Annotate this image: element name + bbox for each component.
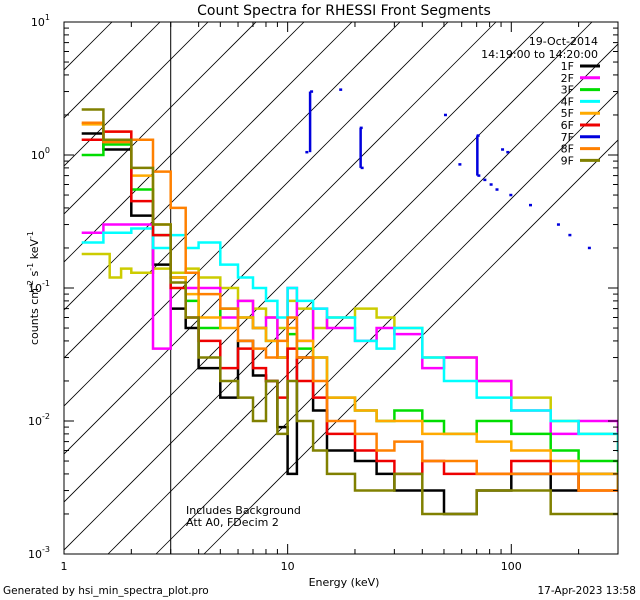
hatch-line: [64, 22, 209, 167]
legend-label-9F: 9F: [561, 154, 574, 167]
hatched-region: [64, 22, 618, 554]
chart-title: Count Spectra for RHESSI Front Segments: [197, 3, 491, 19]
y-tick-exp: 1: [45, 13, 50, 22]
hatch-line: [64, 22, 593, 551]
legend-header: 19-Oct-2014 14:19:00 to 14:20:00: [481, 35, 598, 61]
y-tick-label: 101: [31, 13, 50, 29]
y-label-exp2: -1: [26, 263, 35, 271]
y-tick-base: 10: [28, 415, 42, 428]
series-8F-line: [81, 121, 618, 492]
legend-label-4F: 4F: [561, 95, 574, 108]
series-4F-line: [81, 227, 618, 452]
series-1F-line: [81, 132, 618, 516]
hatch-line: [64, 22, 545, 503]
y-label-base: counts cm: [28, 288, 41, 345]
series-6F-line: [81, 130, 618, 492]
hatch-line: [64, 22, 257, 215]
footer-generated-by: Generated by hsi_min_spectra_plot.pro: [3, 585, 209, 597]
y-tick-base: 10: [31, 149, 45, 162]
hatch-line: [155, 91, 618, 554]
y-tick-base: 10: [28, 282, 42, 295]
legend-time-range: 14:19:00 to 14:20:00: [481, 48, 598, 61]
y-tick-label: 10-2: [28, 412, 50, 428]
legend-label-5F: 5F: [561, 107, 574, 120]
y-tick-exp: -1: [42, 279, 50, 288]
x-tick-label: 100: [501, 560, 522, 573]
legend-label-3F: 3F: [561, 84, 574, 97]
hatch-line: [64, 22, 113, 71]
annotation-background: Includes Background: [186, 504, 301, 517]
y-tick-exp: -3: [42, 545, 50, 554]
y-tick-base: 10: [31, 16, 45, 29]
legend-label-6F: 6F: [561, 119, 574, 132]
y-label-mid: s: [28, 270, 41, 279]
legend-date: 19-Oct-2014: [529, 35, 598, 48]
x-tick-label: 10: [281, 560, 295, 573]
hatch-line: [107, 43, 618, 554]
y-label-tail: keV: [28, 239, 41, 263]
legend-label-2F: 2F: [561, 72, 574, 85]
x-tick-label: 1: [61, 560, 68, 573]
hatch-line: [64, 22, 305, 263]
y-axis-label: counts cm-2 s-1 keV-1: [26, 231, 41, 345]
legend-label-1F: 1F: [561, 60, 574, 73]
footer-timestamp: 17-Apr-2023 13:58: [537, 585, 636, 597]
series-5F-line: [81, 123, 618, 492]
legend-label-7F: 7F: [561, 131, 574, 144]
y-tick-exp: -2: [42, 412, 50, 421]
y-label-exp3: -1: [26, 231, 35, 239]
annotation-attenuator: Att A0, FDecim 2: [186, 516, 279, 529]
y-tick-label: 10-1: [28, 279, 50, 295]
x-axis-label: Energy (keV): [309, 576, 380, 589]
hatch-line: [64, 22, 353, 311]
series-9F-line: [81, 108, 618, 516]
hatch-line: [203, 139, 618, 554]
y-tick-label: 10-3: [28, 545, 50, 561]
hatch-line: [64, 22, 161, 119]
y-tick-base: 10: [28, 548, 42, 561]
y-label-exp1: -2: [26, 280, 35, 288]
y-tick-exp: 0: [45, 146, 50, 155]
data-layer: [81, 88, 618, 516]
y-tick-label: 100: [31, 146, 50, 162]
legend-label-8F: 8F: [561, 143, 574, 156]
